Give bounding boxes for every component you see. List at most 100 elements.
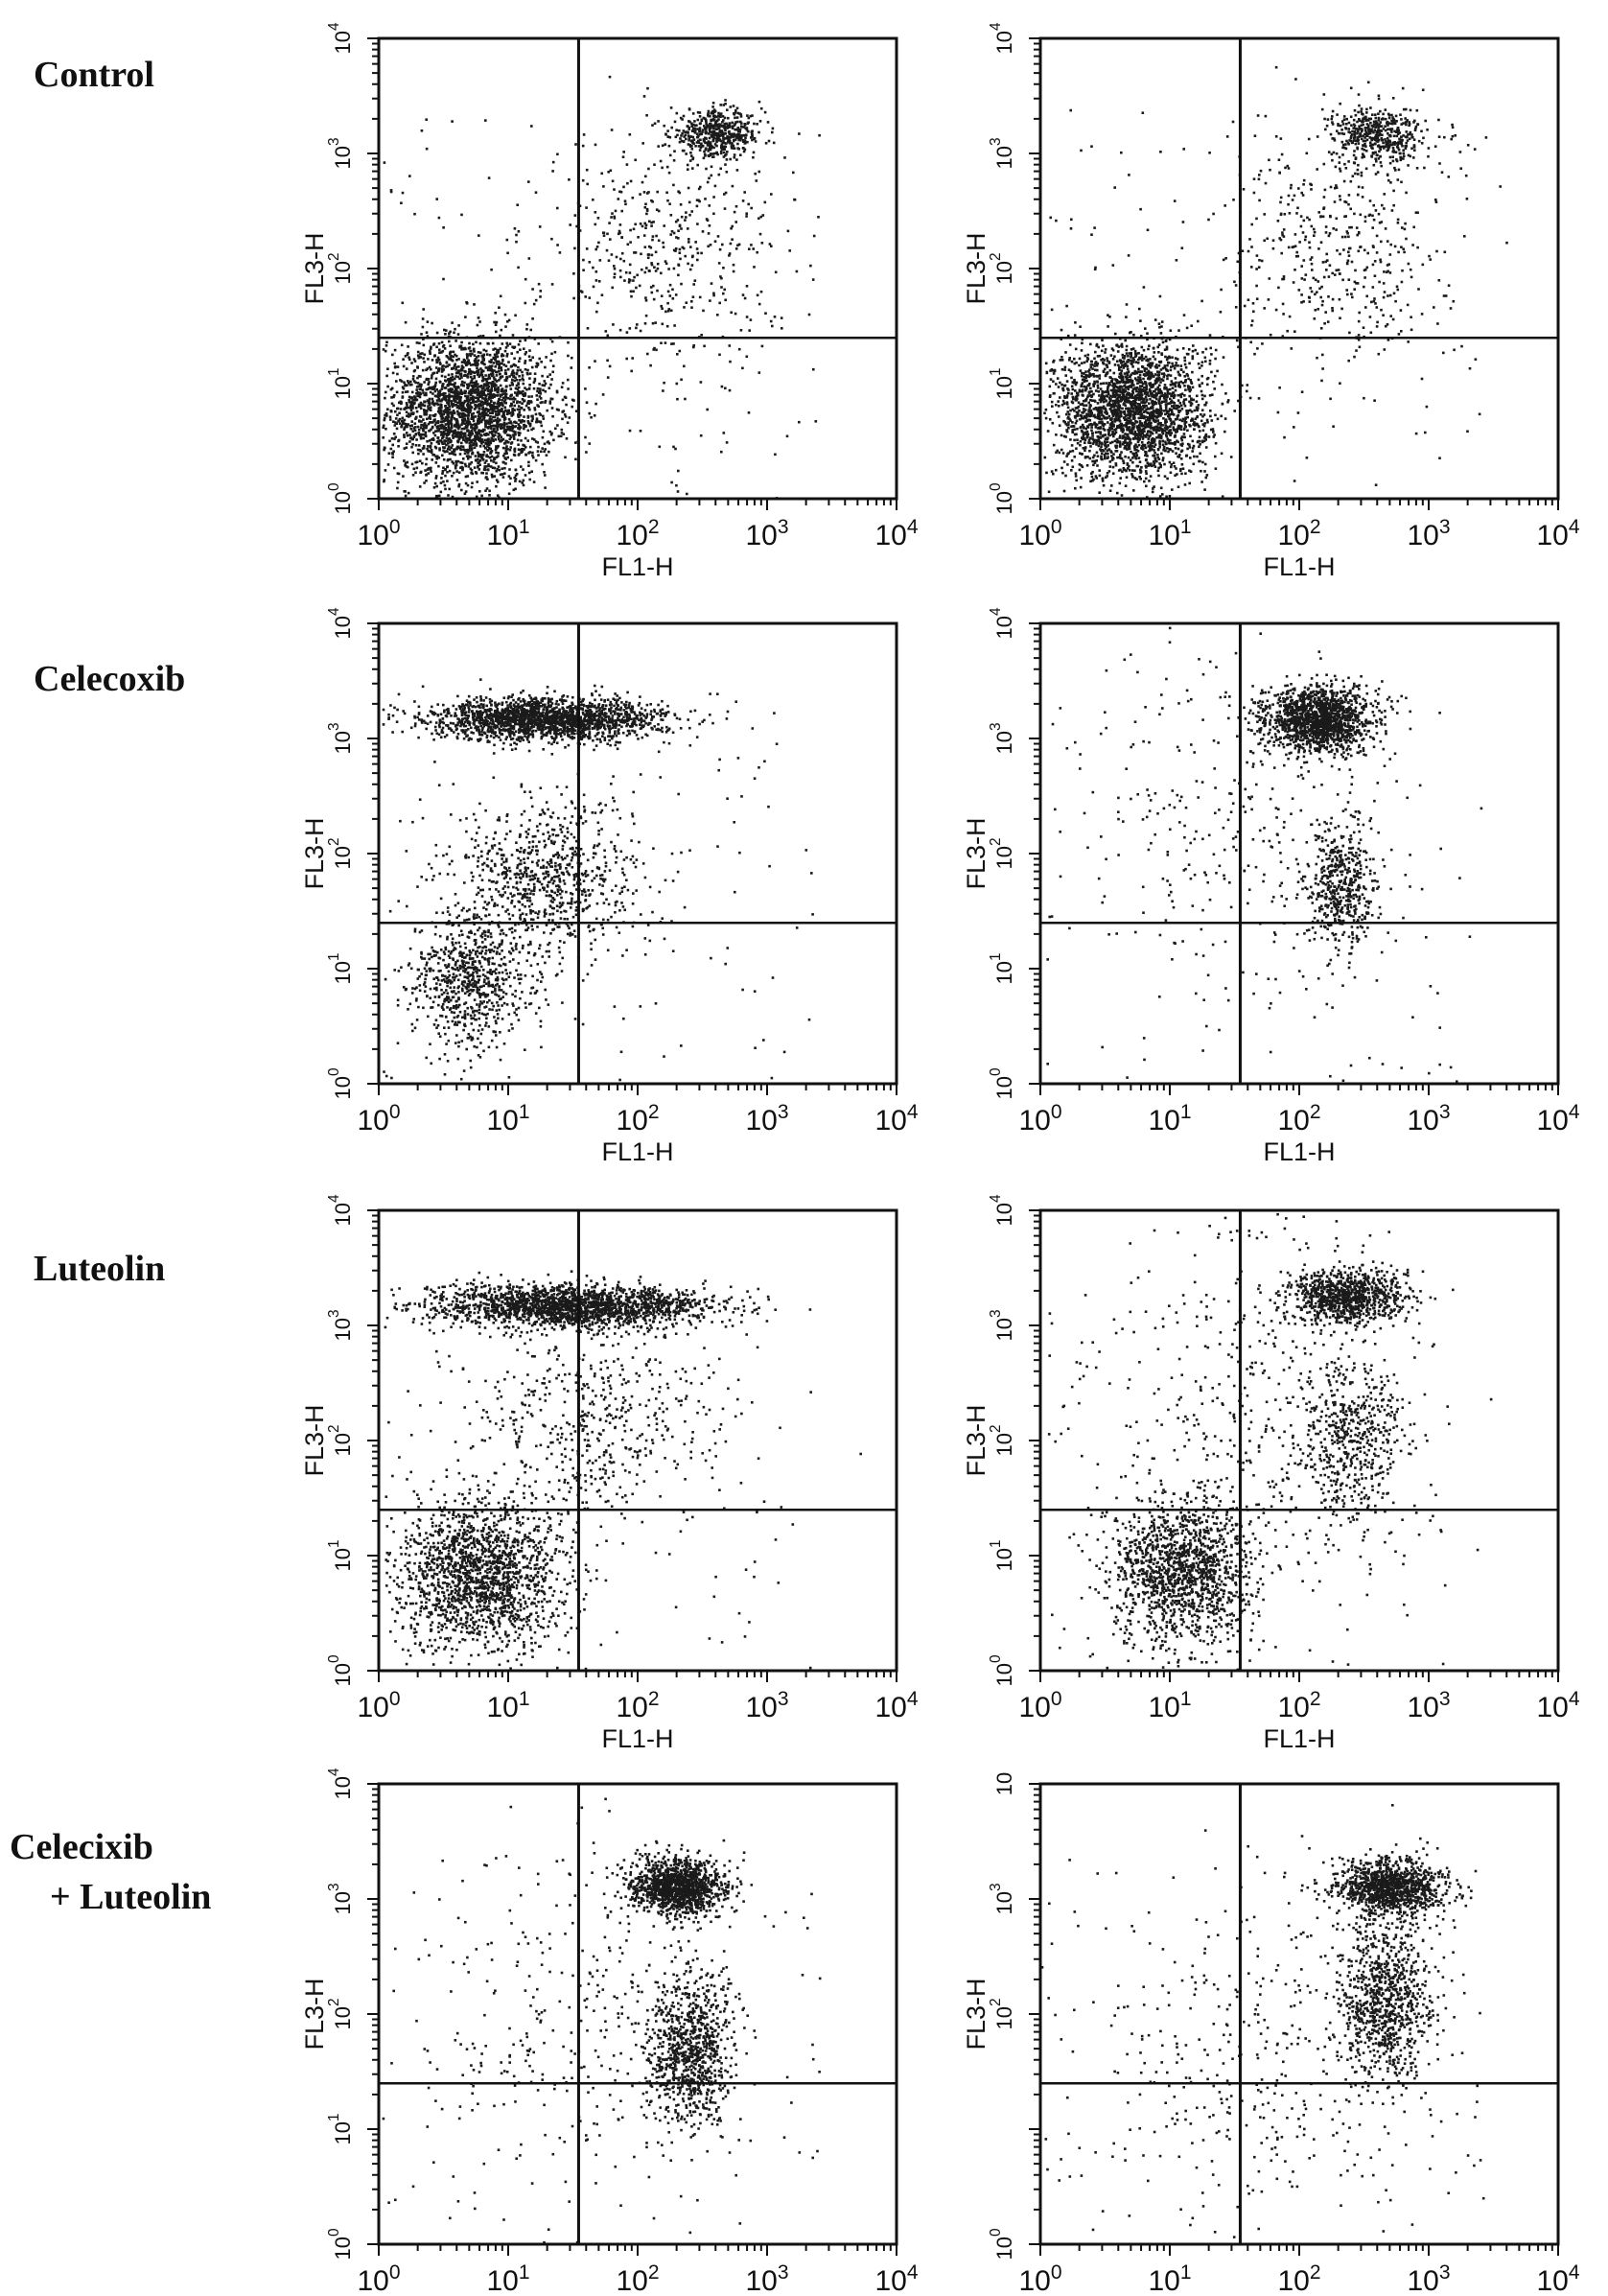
data-point <box>435 371 439 374</box>
data-point <box>1109 394 1112 398</box>
data-point <box>518 453 521 456</box>
data-point <box>470 431 474 434</box>
data-point <box>484 385 488 387</box>
data-point <box>763 110 767 114</box>
data-point <box>477 453 480 456</box>
data-point <box>407 412 410 415</box>
data-point <box>1124 484 1128 487</box>
data-point <box>1198 384 1201 387</box>
data-point <box>719 112 723 115</box>
data-point <box>1164 398 1167 402</box>
data-point <box>464 475 468 479</box>
data-point <box>1148 418 1152 422</box>
data-point <box>1140 424 1144 428</box>
data-point <box>493 433 497 436</box>
data-point <box>510 441 514 444</box>
data-point <box>505 422 508 426</box>
data-point <box>643 270 647 274</box>
data-point <box>666 310 670 313</box>
data-point <box>509 387 513 390</box>
data-point <box>1175 452 1177 455</box>
data-point <box>504 369 507 372</box>
data-point <box>1128 444 1131 448</box>
data-point <box>1163 475 1167 478</box>
data-point <box>483 363 486 366</box>
data-point <box>1114 463 1118 467</box>
data-point <box>1123 390 1126 394</box>
data-point <box>719 115 722 118</box>
data-point <box>504 346 508 349</box>
data-point <box>497 465 501 468</box>
data-point <box>490 366 493 370</box>
data-point <box>408 424 412 428</box>
data-point <box>468 445 472 448</box>
data-point <box>695 132 699 135</box>
data-point <box>1087 423 1091 427</box>
data-point <box>710 174 713 177</box>
data-point <box>390 436 394 440</box>
data-point <box>446 412 450 415</box>
data-point <box>693 279 697 282</box>
data-point <box>495 363 499 365</box>
data-point <box>1084 379 1086 382</box>
data-point <box>562 433 566 435</box>
data-point <box>1141 408 1144 410</box>
data-point <box>484 476 488 480</box>
data-point <box>687 200 691 204</box>
data-point <box>1216 369 1219 373</box>
data-point <box>481 406 485 410</box>
data-point <box>529 359 532 362</box>
data-point <box>402 358 405 361</box>
data-point <box>422 453 425 456</box>
data-point <box>1110 347 1114 350</box>
data-point <box>490 382 494 386</box>
data-point <box>1130 351 1132 355</box>
data-point <box>1089 480 1092 483</box>
data-point <box>533 438 536 441</box>
data-point <box>493 378 496 381</box>
data-point <box>459 466 462 469</box>
data-point <box>521 392 524 396</box>
data-point <box>482 428 485 432</box>
data-point <box>430 451 433 455</box>
data-point <box>1211 428 1215 431</box>
data-point <box>1146 410 1149 414</box>
data-point <box>414 407 418 410</box>
data-point <box>1104 409 1107 411</box>
data-point <box>683 135 686 138</box>
data-point <box>475 442 478 445</box>
data-point <box>480 397 484 400</box>
data-point <box>473 354 477 357</box>
data-point <box>405 402 408 405</box>
data-point <box>1084 354 1087 358</box>
data-point <box>1174 447 1177 450</box>
data-point <box>493 475 497 478</box>
data-point <box>662 246 665 248</box>
data-point <box>471 352 474 356</box>
data-point <box>1136 396 1139 400</box>
data-point <box>452 471 455 475</box>
data-point <box>644 175 647 178</box>
data-point <box>408 398 410 402</box>
data-point <box>1143 369 1147 373</box>
data-point <box>468 437 471 440</box>
data-point <box>403 490 406 493</box>
data-point <box>477 363 479 365</box>
data-point <box>730 132 734 136</box>
data-point <box>722 137 726 141</box>
data-point <box>471 447 474 450</box>
data-point <box>438 389 442 392</box>
data-point <box>1098 491 1101 494</box>
data-point <box>650 263 654 267</box>
data-point <box>1107 414 1111 418</box>
data-point <box>401 390 405 394</box>
data-point <box>1161 493 1164 496</box>
data-point <box>494 438 498 441</box>
data-point <box>440 417 443 420</box>
data-point <box>652 284 655 288</box>
data-point <box>481 408 484 411</box>
data-point <box>703 150 706 153</box>
data-point <box>450 446 453 450</box>
data-point <box>1108 441 1112 445</box>
data-point <box>1103 397 1107 401</box>
